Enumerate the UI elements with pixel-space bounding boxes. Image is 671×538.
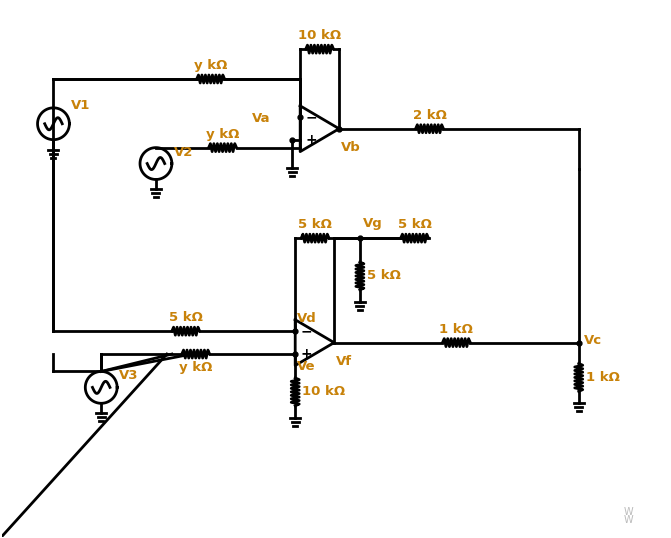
- Text: 5 kΩ: 5 kΩ: [367, 270, 401, 282]
- Text: W: W: [623, 515, 633, 525]
- Text: W: W: [623, 507, 633, 516]
- Text: V2: V2: [174, 146, 193, 159]
- Text: Vf: Vf: [336, 355, 352, 367]
- Text: −: −: [300, 324, 312, 338]
- Text: y kΩ: y kΩ: [206, 128, 240, 140]
- Text: Va: Va: [252, 112, 270, 125]
- Text: 2 kΩ: 2 kΩ: [413, 109, 446, 122]
- Text: +: +: [300, 347, 312, 361]
- Text: Ve: Ve: [297, 360, 315, 373]
- Text: V1: V1: [71, 99, 91, 112]
- Text: y kΩ: y kΩ: [179, 361, 213, 374]
- Text: Vb: Vb: [341, 140, 361, 154]
- Text: −: −: [305, 110, 317, 124]
- Text: Vg: Vg: [363, 217, 382, 230]
- Text: 5 kΩ: 5 kΩ: [398, 218, 431, 231]
- Text: 1 kΩ: 1 kΩ: [440, 323, 473, 336]
- Text: 5 kΩ: 5 kΩ: [169, 311, 203, 324]
- Text: 10 kΩ: 10 kΩ: [298, 29, 341, 42]
- Text: +: +: [305, 133, 317, 147]
- Text: V3: V3: [119, 370, 139, 383]
- Text: Vc: Vc: [584, 334, 602, 347]
- Text: 10 kΩ: 10 kΩ: [302, 385, 346, 398]
- Text: 5 kΩ: 5 kΩ: [298, 218, 332, 231]
- Text: 1 kΩ: 1 kΩ: [586, 371, 619, 384]
- Text: Vd: Vd: [297, 312, 317, 325]
- Text: y kΩ: y kΩ: [194, 59, 227, 72]
